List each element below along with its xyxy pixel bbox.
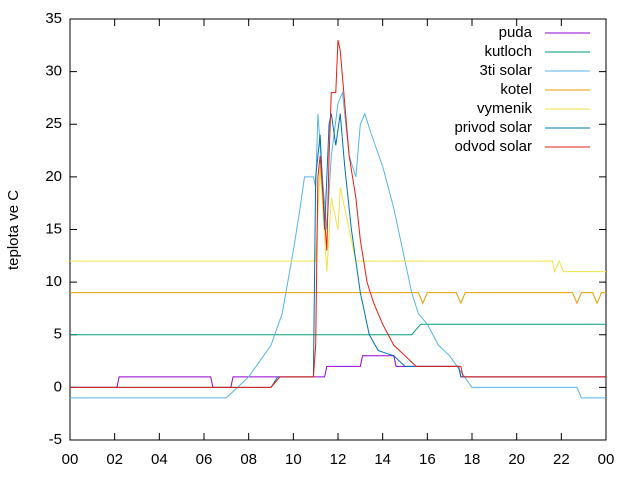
- x-tick-label: 00: [598, 451, 615, 468]
- x-tick-label: 20: [508, 451, 525, 468]
- y-tick-label: 20: [45, 168, 62, 185]
- x-tick-label: 18: [464, 451, 481, 468]
- y-tick-label: 5: [54, 326, 62, 343]
- legend-label: 3ti solar: [479, 62, 532, 79]
- legend-label: puda: [499, 24, 533, 41]
- legend-label: kutloch: [484, 43, 532, 60]
- series-line: [70, 90, 606, 399]
- y-axis-label: teplota ve C: [5, 190, 22, 270]
- x-tick-label: 12: [330, 451, 347, 468]
- x-tick-label: 10: [285, 451, 302, 468]
- series-line: [70, 113, 606, 388]
- series-line: [70, 292, 606, 305]
- y-tick-label: 10: [45, 273, 62, 290]
- legend-label: vymenik: [477, 100, 533, 117]
- x-tick-label: 04: [151, 451, 168, 468]
- y-tick-label: 30: [45, 63, 62, 80]
- series-line: [70, 323, 606, 336]
- y-tick-label: 35: [45, 10, 62, 27]
- legend-label: odvod solar: [454, 138, 532, 155]
- x-tick-label: 08: [240, 451, 257, 468]
- x-tick-label: 06: [196, 451, 213, 468]
- series-line: [70, 355, 606, 388]
- legend-label: privod solar: [454, 119, 532, 136]
- x-tick-label: 22: [553, 451, 570, 468]
- x-tick-label: 02: [106, 451, 123, 468]
- y-tick-label: 15: [45, 220, 62, 237]
- x-tick-label: 16: [419, 451, 436, 468]
- y-tick-label: -5: [49, 431, 62, 448]
- y-tick-label: 0: [54, 378, 62, 395]
- series-line: [70, 166, 606, 274]
- y-tick-label: 25: [45, 115, 62, 132]
- x-tick-label: 14: [374, 451, 391, 468]
- x-tick-label: 00: [62, 451, 79, 468]
- legend-label: kotel: [500, 81, 532, 98]
- series-line: [70, 39, 606, 388]
